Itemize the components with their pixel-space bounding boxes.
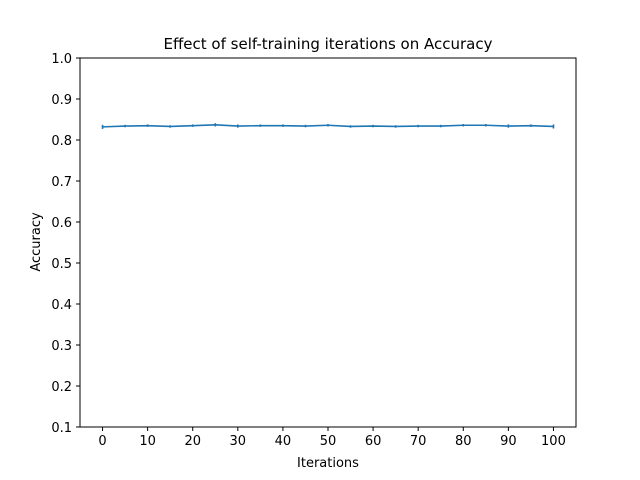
data-point <box>146 124 149 127</box>
x-tick-label: 90 <box>500 434 517 449</box>
x-tick-label: 40 <box>275 434 292 449</box>
x-tick-label: 80 <box>455 434 472 449</box>
y-tick-label: 0.3 <box>51 339 72 354</box>
data-point <box>462 124 465 127</box>
y-axis-label: Accuracy <box>29 212 44 272</box>
data-point <box>439 125 442 127</box>
x-tick-label: 20 <box>184 434 201 449</box>
data-point <box>417 125 419 127</box>
y-tick-label: 0.4 <box>51 298 72 313</box>
y-tick-label: 0.2 <box>51 380 72 395</box>
data-point <box>304 125 307 127</box>
plot-frame <box>79 57 577 428</box>
y-tick-label: 1.0 <box>51 52 72 67</box>
data-point <box>507 125 510 127</box>
x-tick-label: 30 <box>230 434 247 449</box>
data-point <box>485 124 487 127</box>
x-tick-label: 60 <box>365 434 382 449</box>
data-point <box>259 124 262 127</box>
axes: 0 10 20 30 40 50 60 70 80 90 100 0.1 0.2 0.3 0.4 0.5 0.6… <box>51 52 577 449</box>
data-point <box>530 124 532 127</box>
plot-area <box>101 123 555 129</box>
data-point <box>372 125 374 127</box>
x-axis-label: Iterations <box>297 456 359 471</box>
data-point <box>169 125 171 128</box>
data-point <box>214 124 217 126</box>
data-point <box>327 124 329 127</box>
x-tick-label: 0 <box>98 434 106 449</box>
y-tick-label: 0.9 <box>51 93 72 108</box>
data-point <box>349 125 352 128</box>
y-tick-label: 0.1 <box>51 421 72 436</box>
data-point <box>191 124 194 127</box>
x-tick-label: 100 <box>541 434 566 449</box>
data-point <box>282 124 284 127</box>
y-tick-label: 0.5 <box>51 257 72 272</box>
x-tick-label: 70 <box>410 434 427 449</box>
x-tick-label: 10 <box>139 434 156 449</box>
chart-title: Effect of self-training iterations on Ac… <box>163 35 492 53</box>
x-tick-label: 50 <box>320 434 337 449</box>
y-tick-label: 0.6 <box>51 216 72 231</box>
data-point <box>394 125 397 128</box>
y-tick-label: 0.7 <box>51 175 72 190</box>
data-point <box>124 125 126 127</box>
data-point <box>101 126 104 128</box>
y-tick-label: 0.8 <box>51 134 72 149</box>
data-point <box>552 125 555 128</box>
data-point <box>237 125 239 127</box>
